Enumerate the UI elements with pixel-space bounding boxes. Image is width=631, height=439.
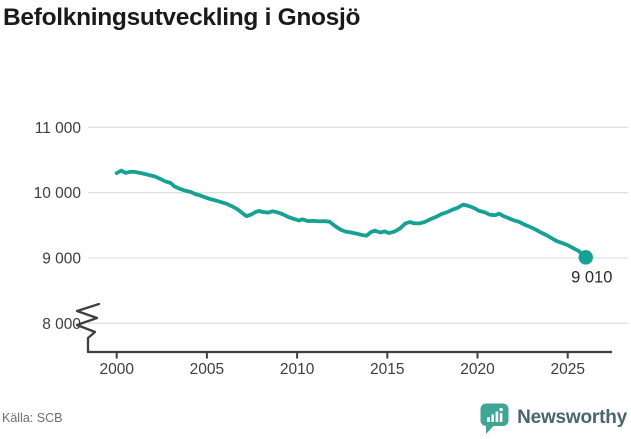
x-tick-label: 2000 [99, 361, 134, 378]
chart-footer: Källa: SCB Newsworthy [0, 399, 631, 439]
y-tick-label: 9 000 [42, 251, 81, 268]
chart-title: Befolkningsutveckling i Gnosjö [3, 4, 361, 31]
population-line [114, 168, 588, 260]
source-text: Källa: SCB [2, 411, 63, 425]
y-tick-label: 11 000 [35, 120, 82, 137]
y-tick-label: 8 000 [42, 316, 81, 333]
x-tick-label: 2015 [370, 361, 404, 378]
x-tick-label: 2010 [280, 361, 315, 378]
x-tick-label: 2025 [550, 361, 584, 378]
x-tick-label: 2020 [460, 361, 495, 378]
end-value-label: 9 010 [571, 268, 612, 286]
newsworthy-logo[interactable]: Newsworthy [479, 402, 627, 435]
end-point-marker [578, 250, 593, 265]
axis-break-icon [75, 302, 101, 354]
x-tick-label: 2005 [190, 361, 224, 378]
newsworthy-logo-icon [480, 403, 509, 434]
newsworthy-wordmark: Newsworthy [517, 407, 627, 428]
y-tick-label: 10 000 [34, 185, 82, 202]
